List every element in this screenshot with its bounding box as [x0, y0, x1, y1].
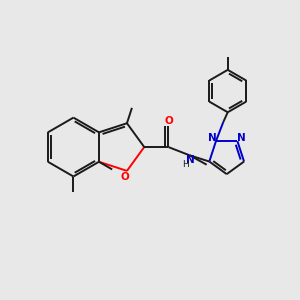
Text: H: H	[182, 160, 189, 169]
Text: N: N	[237, 133, 245, 143]
Text: O: O	[164, 116, 173, 126]
Text: N: N	[186, 155, 195, 165]
Text: N: N	[208, 133, 217, 142]
Text: O: O	[120, 172, 129, 182]
